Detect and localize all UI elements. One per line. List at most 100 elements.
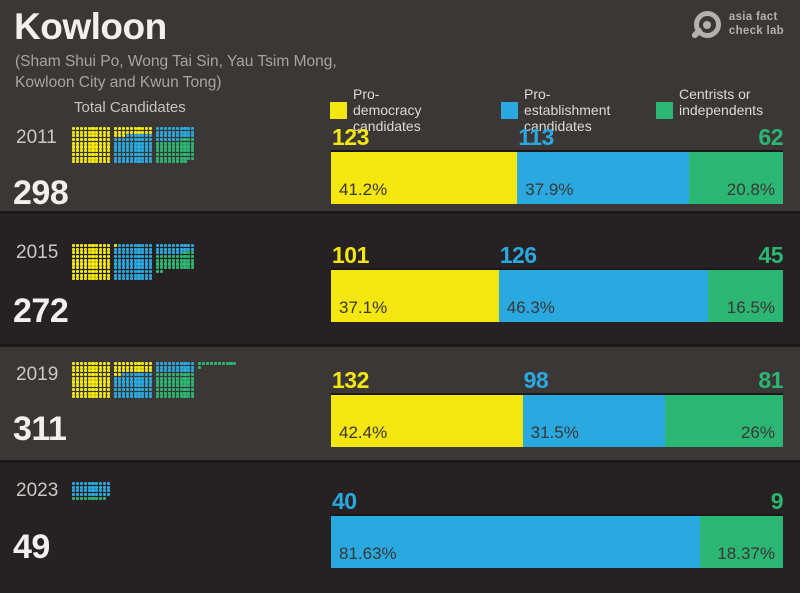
waffle-dot xyxy=(156,141,160,145)
waffle-dot xyxy=(107,149,111,153)
waffle-dot xyxy=(175,156,179,160)
waffle-dot xyxy=(187,384,191,388)
waffle-dot xyxy=(164,138,168,142)
waffle-dot xyxy=(87,138,91,142)
legend-label: Centrists or independents xyxy=(679,86,764,118)
waffle-dot xyxy=(125,376,129,380)
waffle-dot xyxy=(91,384,95,388)
waffle-dot xyxy=(129,141,133,145)
total-candidates-value: 49 xyxy=(13,528,50,566)
waffle-dot xyxy=(129,127,133,131)
waffle-dot xyxy=(156,391,160,395)
waffle-dot xyxy=(137,152,141,156)
waffle-dot xyxy=(114,391,118,395)
waffle-dot xyxy=(171,247,175,251)
waffle-pictogram xyxy=(72,244,195,281)
waffle-dot xyxy=(75,493,79,497)
waffle-dot xyxy=(183,134,187,138)
waffle-dot xyxy=(171,138,175,142)
waffle-dot xyxy=(107,387,111,391)
waffle-dot xyxy=(118,273,122,277)
waffle-dot xyxy=(171,391,175,395)
waffle-dot xyxy=(145,380,149,384)
waffle-dot xyxy=(114,255,118,259)
waffle-dot xyxy=(99,152,103,156)
waffle-dot xyxy=(129,138,133,142)
waffle-dot xyxy=(95,380,99,384)
waffle-dot xyxy=(95,391,99,395)
waffle-dot xyxy=(72,380,76,384)
waffle-dot xyxy=(175,380,179,384)
waffle-dot xyxy=(183,391,187,395)
waffle-dot xyxy=(171,141,175,145)
waffle-dot xyxy=(141,251,145,255)
waffle-dot xyxy=(79,395,83,399)
waffle-dot xyxy=(145,266,149,270)
waffle-dot xyxy=(183,395,187,399)
waffle-dot xyxy=(107,141,111,145)
waffle-dot xyxy=(179,138,183,142)
waffle-block xyxy=(72,127,111,164)
waffle-dot xyxy=(118,247,122,251)
waffle-dot xyxy=(107,493,111,497)
year-label: 2023 xyxy=(16,480,59,501)
waffle-dot xyxy=(164,141,168,145)
percent-label: 31.5% xyxy=(530,423,579,442)
waffle-dot xyxy=(183,262,187,266)
waffle-dot xyxy=(164,160,168,164)
legend-label: Pro-establishment candidates xyxy=(524,86,611,134)
waffle-dot xyxy=(160,384,164,388)
waffle-dot xyxy=(83,152,87,156)
waffle-dot xyxy=(141,384,145,388)
waffle-dot xyxy=(175,369,179,373)
waffle-dot xyxy=(107,384,111,388)
stacked-bar: 42.4% 31.5% 26% xyxy=(331,393,783,447)
waffle-dot xyxy=(91,134,95,138)
waffle-dot xyxy=(149,138,153,142)
waffle-dot xyxy=(125,244,129,248)
waffle-dot xyxy=(125,387,129,391)
waffle-dot xyxy=(79,262,83,266)
waffle-dot xyxy=(107,485,111,489)
waffle-dot xyxy=(91,244,95,248)
waffle-dot xyxy=(118,160,122,164)
waffle-dot xyxy=(87,130,91,134)
waffle-dot xyxy=(156,373,160,377)
waffle-dot xyxy=(75,156,79,160)
waffle-dot xyxy=(129,362,133,366)
waffle-dot xyxy=(75,496,79,500)
waffle-dot xyxy=(187,258,191,262)
bar-segment: 26% xyxy=(665,395,783,447)
waffle-dot xyxy=(149,262,153,266)
waffle-dot xyxy=(99,127,103,131)
waffle-dot xyxy=(167,384,171,388)
waffle-dot xyxy=(107,247,111,251)
waffle-dot xyxy=(79,387,83,391)
waffle-dot xyxy=(183,373,187,377)
waffle-dot xyxy=(141,258,145,262)
waffle-dot xyxy=(160,251,164,255)
waffle-dot xyxy=(137,247,141,251)
waffle-dot xyxy=(114,395,118,399)
bar-segment: 20.8% xyxy=(688,152,783,204)
waffle-dot xyxy=(99,489,103,493)
waffle-dot xyxy=(141,273,145,277)
waffle-dot xyxy=(121,138,125,142)
waffle-dot xyxy=(149,152,153,156)
waffle-dot xyxy=(99,380,103,384)
waffle-dot xyxy=(87,395,91,399)
waffle-dot xyxy=(179,266,183,270)
waffle-dot xyxy=(72,376,76,380)
waffle-dot xyxy=(107,258,111,262)
waffle-dot xyxy=(91,373,95,377)
waffle-dot xyxy=(164,145,168,149)
waffle-dot xyxy=(72,149,76,153)
waffle-dot xyxy=(191,380,195,384)
waffle-dot xyxy=(99,376,103,380)
waffle-dot xyxy=(79,134,83,138)
waffle-dot xyxy=(114,244,118,248)
waffle-dot xyxy=(91,489,95,493)
waffle-dot xyxy=(187,391,191,395)
waffle-dot xyxy=(87,482,91,486)
waffle-dot xyxy=(83,273,87,277)
